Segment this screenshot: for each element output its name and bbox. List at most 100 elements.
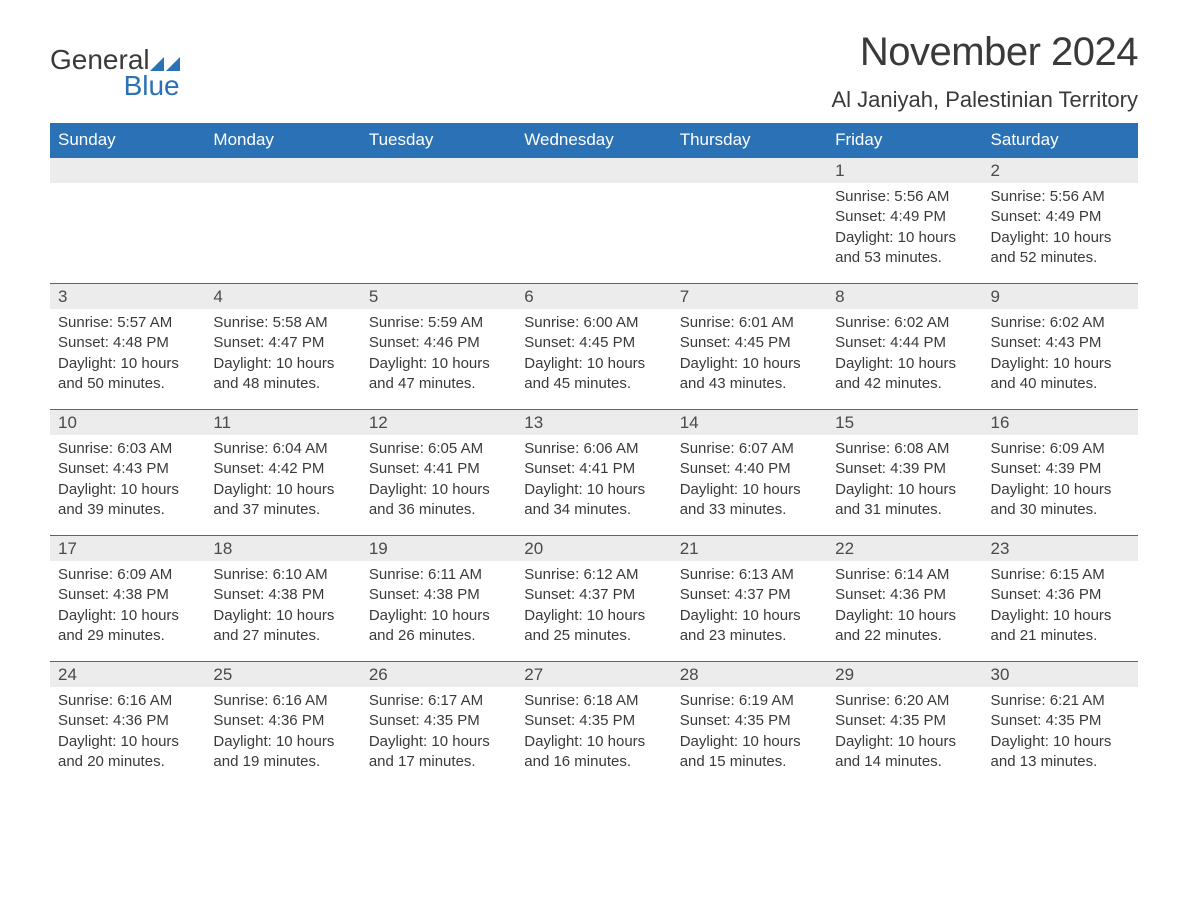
day-details: Sunrise: 5:56 AMSunset: 4:49 PMDaylight:… <box>983 183 1138 268</box>
sunrise-line: Sunrise: 6:01 AM <box>680 313 819 333</box>
sunrise-line: Sunrise: 6:15 AM <box>991 565 1130 585</box>
sunset-line: Sunset: 4:38 PM <box>369 585 508 605</box>
title-block: November 2024 Al Janiyah, Palestinian Te… <box>831 30 1138 113</box>
header-region: General Blue November 2024 Al Janiyah, P… <box>50 30 1138 113</box>
day-cell: 22Sunrise: 6:14 AMSunset: 4:36 PMDayligh… <box>827 536 982 661</box>
day-details: Sunrise: 6:03 AMSunset: 4:43 PMDaylight:… <box>50 435 205 520</box>
day-number: 14 <box>672 410 827 435</box>
day-cell: 5Sunrise: 5:59 AMSunset: 4:46 PMDaylight… <box>361 284 516 409</box>
day-number: 28 <box>672 662 827 687</box>
day-cell: 21Sunrise: 6:13 AMSunset: 4:37 PMDayligh… <box>672 536 827 661</box>
day-cell: 17Sunrise: 6:09 AMSunset: 4:38 PMDayligh… <box>50 536 205 661</box>
day-details: Sunrise: 6:18 AMSunset: 4:35 PMDaylight:… <box>516 687 671 772</box>
empty-day-cell <box>50 158 205 283</box>
sunrise-line: Sunrise: 6:18 AM <box>524 691 663 711</box>
sunset-line: Sunset: 4:35 PM <box>524 711 663 731</box>
day-details: Sunrise: 6:12 AMSunset: 4:37 PMDaylight:… <box>516 561 671 646</box>
day-cell: 1Sunrise: 5:56 AMSunset: 4:49 PMDaylight… <box>827 158 982 283</box>
daylight-line: Daylight: 10 hours and 42 minutes. <box>835 354 974 395</box>
sunrise-line: Sunrise: 6:07 AM <box>680 439 819 459</box>
week-row: 24Sunrise: 6:16 AMSunset: 4:36 PMDayligh… <box>50 661 1138 787</box>
sunset-line: Sunset: 4:44 PM <box>835 333 974 353</box>
daylight-line: Daylight: 10 hours and 33 minutes. <box>680 480 819 521</box>
daylight-line: Daylight: 10 hours and 50 minutes. <box>58 354 197 395</box>
sunset-line: Sunset: 4:41 PM <box>369 459 508 479</box>
sunset-line: Sunset: 4:36 PM <box>835 585 974 605</box>
week-row: 1Sunrise: 5:56 AMSunset: 4:49 PMDaylight… <box>50 157 1138 283</box>
day-number: 13 <box>516 410 671 435</box>
sunset-line: Sunset: 4:46 PM <box>369 333 508 353</box>
daylight-line: Daylight: 10 hours and 17 minutes. <box>369 732 508 773</box>
empty-day-cell <box>361 158 516 283</box>
sunrise-line: Sunrise: 5:59 AM <box>369 313 508 333</box>
daylight-line: Daylight: 10 hours and 16 minutes. <box>524 732 663 773</box>
daylight-line: Daylight: 10 hours and 25 minutes. <box>524 606 663 647</box>
sunset-line: Sunset: 4:45 PM <box>524 333 663 353</box>
day-number <box>672 158 827 183</box>
sunrise-line: Sunrise: 6:16 AM <box>213 691 352 711</box>
day-details: Sunrise: 6:04 AMSunset: 4:42 PMDaylight:… <box>205 435 360 520</box>
day-details: Sunrise: 5:58 AMSunset: 4:47 PMDaylight:… <box>205 309 360 394</box>
day-number: 5 <box>361 284 516 309</box>
weekday-header: Wednesday <box>516 123 671 157</box>
weeks-container: 1Sunrise: 5:56 AMSunset: 4:49 PMDaylight… <box>50 157 1138 787</box>
day-number: 25 <box>205 662 360 687</box>
sunrise-line: Sunrise: 6:12 AM <box>524 565 663 585</box>
day-cell: 2Sunrise: 5:56 AMSunset: 4:49 PMDaylight… <box>983 158 1138 283</box>
day-number: 16 <box>983 410 1138 435</box>
day-cell: 20Sunrise: 6:12 AMSunset: 4:37 PMDayligh… <box>516 536 671 661</box>
sunrise-line: Sunrise: 6:10 AM <box>213 565 352 585</box>
day-number: 17 <box>50 536 205 561</box>
day-details: Sunrise: 6:16 AMSunset: 4:36 PMDaylight:… <box>50 687 205 772</box>
day-cell: 23Sunrise: 6:15 AMSunset: 4:36 PMDayligh… <box>983 536 1138 661</box>
day-details: Sunrise: 5:57 AMSunset: 4:48 PMDaylight:… <box>50 309 205 394</box>
brand-part2: Blue <box>124 70 180 101</box>
daylight-line: Daylight: 10 hours and 31 minutes. <box>835 480 974 521</box>
day-details: Sunrise: 6:08 AMSunset: 4:39 PMDaylight:… <box>827 435 982 520</box>
sunset-line: Sunset: 4:37 PM <box>680 585 819 605</box>
day-details: Sunrise: 6:10 AMSunset: 4:38 PMDaylight:… <box>205 561 360 646</box>
day-number: 7 <box>672 284 827 309</box>
sunrise-line: Sunrise: 6:00 AM <box>524 313 663 333</box>
week-row: 17Sunrise: 6:09 AMSunset: 4:38 PMDayligh… <box>50 535 1138 661</box>
sunset-line: Sunset: 4:35 PM <box>835 711 974 731</box>
brand-logo: General Blue <box>50 44 180 102</box>
sunrise-line: Sunrise: 5:58 AM <box>213 313 352 333</box>
day-details: Sunrise: 6:17 AMSunset: 4:35 PMDaylight:… <box>361 687 516 772</box>
sunrise-line: Sunrise: 6:09 AM <box>58 565 197 585</box>
day-number: 23 <box>983 536 1138 561</box>
sunset-line: Sunset: 4:45 PM <box>680 333 819 353</box>
day-cell: 11Sunrise: 6:04 AMSunset: 4:42 PMDayligh… <box>205 410 360 535</box>
day-details: Sunrise: 6:07 AMSunset: 4:40 PMDaylight:… <box>672 435 827 520</box>
daylight-line: Daylight: 10 hours and 47 minutes. <box>369 354 508 395</box>
day-number: 26 <box>361 662 516 687</box>
day-number: 10 <box>50 410 205 435</box>
sunset-line: Sunset: 4:38 PM <box>58 585 197 605</box>
sunrise-line: Sunrise: 6:21 AM <box>991 691 1130 711</box>
day-number: 22 <box>827 536 982 561</box>
page-subtitle: Al Janiyah, Palestinian Territory <box>831 87 1138 113</box>
sunset-line: Sunset: 4:39 PM <box>991 459 1130 479</box>
sunset-line: Sunset: 4:38 PM <box>213 585 352 605</box>
sunset-line: Sunset: 4:42 PM <box>213 459 352 479</box>
sunrise-line: Sunrise: 6:13 AM <box>680 565 819 585</box>
empty-day-cell <box>205 158 360 283</box>
day-details: Sunrise: 6:21 AMSunset: 4:35 PMDaylight:… <box>983 687 1138 772</box>
day-number <box>50 158 205 183</box>
day-cell: 29Sunrise: 6:20 AMSunset: 4:35 PMDayligh… <box>827 662 982 787</box>
day-number: 6 <box>516 284 671 309</box>
day-details: Sunrise: 6:02 AMSunset: 4:44 PMDaylight:… <box>827 309 982 394</box>
day-number: 2 <box>983 158 1138 183</box>
sunset-line: Sunset: 4:43 PM <box>991 333 1130 353</box>
sunset-line: Sunset: 4:35 PM <box>680 711 819 731</box>
sunset-line: Sunset: 4:40 PM <box>680 459 819 479</box>
day-details: Sunrise: 5:59 AMSunset: 4:46 PMDaylight:… <box>361 309 516 394</box>
sunset-line: Sunset: 4:48 PM <box>58 333 197 353</box>
sunrise-line: Sunrise: 6:03 AM <box>58 439 197 459</box>
day-cell: 12Sunrise: 6:05 AMSunset: 4:41 PMDayligh… <box>361 410 516 535</box>
day-details: Sunrise: 6:16 AMSunset: 4:36 PMDaylight:… <box>205 687 360 772</box>
day-cell: 28Sunrise: 6:19 AMSunset: 4:35 PMDayligh… <box>672 662 827 787</box>
day-number: 29 <box>827 662 982 687</box>
daylight-line: Daylight: 10 hours and 34 minutes. <box>524 480 663 521</box>
day-number: 9 <box>983 284 1138 309</box>
